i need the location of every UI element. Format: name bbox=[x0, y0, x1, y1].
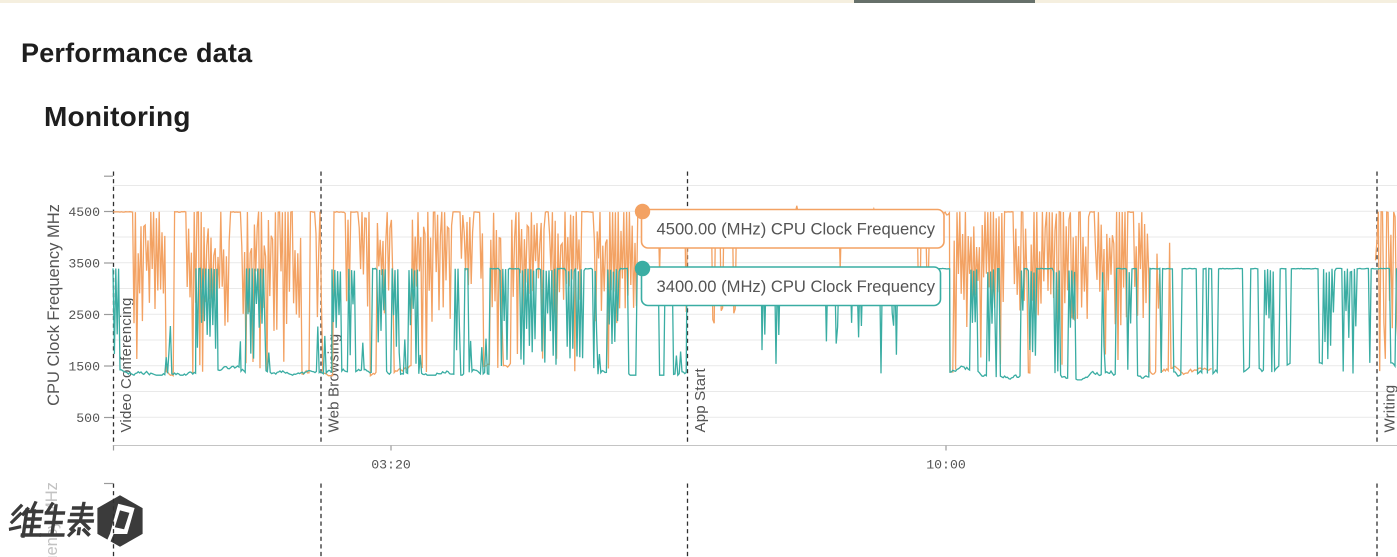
svg-text:10:00: 10:00 bbox=[926, 458, 966, 473]
svg-text:1500: 1500 bbox=[68, 360, 100, 375]
svg-text:App Start: App Start bbox=[692, 368, 709, 433]
svg-text:4500: 4500 bbox=[68, 205, 100, 220]
svg-text:03:20: 03:20 bbox=[371, 458, 411, 473]
svg-text:Writing: Writing bbox=[1382, 385, 1397, 433]
svg-text:CPU Clock Frequency MHz: CPU Clock Frequency MHz bbox=[43, 482, 61, 557]
svg-text:3500: 3500 bbox=[68, 257, 100, 272]
svg-text:4500.00 (MHz) CPU Clock Freque: 4500.00 (MHz) CPU Clock Frequency bbox=[657, 220, 936, 239]
svg-text:CPU Clock Frequency MHz: CPU Clock Frequency MHz bbox=[45, 204, 63, 406]
svg-text:Video Conferencing: Video Conferencing bbox=[118, 297, 135, 432]
svg-text:2500: 2500 bbox=[68, 308, 100, 323]
svg-text:500: 500 bbox=[76, 411, 100, 426]
svg-text:3400.00 (MHz) CPU Clock Freque: 3400.00 (MHz) CPU Clock Frequency bbox=[657, 277, 936, 296]
svg-text:Web Browsing: Web Browsing bbox=[326, 334, 343, 433]
